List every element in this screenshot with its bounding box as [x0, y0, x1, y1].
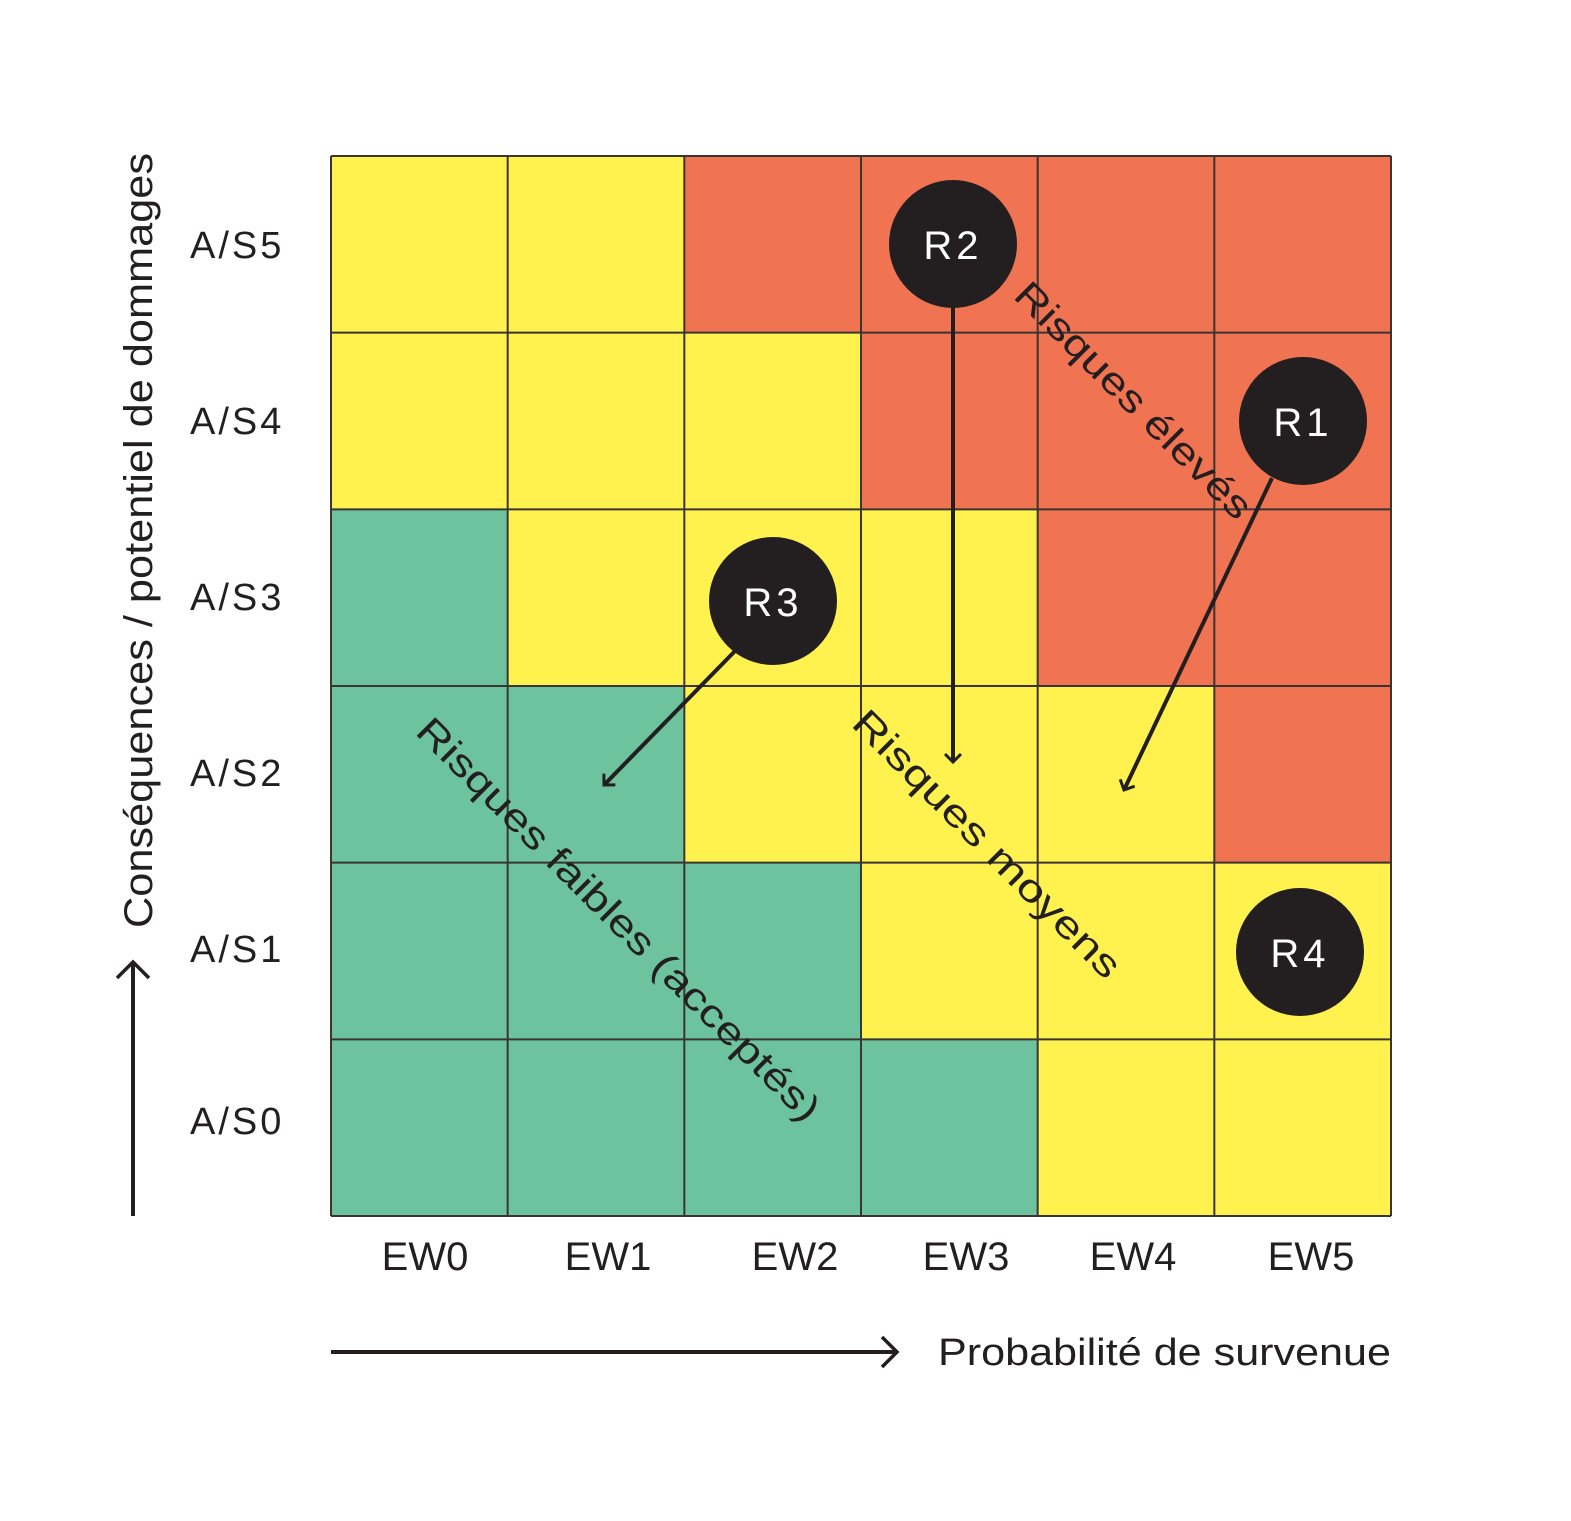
grid-cell-as3-ew5 [1214, 509, 1391, 686]
grid-cell-as4-ew3 [861, 332, 1038, 510]
r1-label: R1 [1273, 401, 1332, 445]
grid-cell-as3-ew0 [331, 509, 508, 686]
x-tick-ew0: EW0 [382, 1235, 469, 1279]
grid-cell-as1-ew4 [1037, 862, 1215, 1040]
x-tick-ew2: EW2 [752, 1235, 839, 1279]
r1-circle-icon [1239, 357, 1367, 485]
grid-cell-as4-ew4 [1037, 332, 1215, 510]
y-axis: Conséquences / potentiel de dommages [115, 153, 161, 1216]
grid-cell-as4-ew1 [507, 332, 685, 510]
grid-cell-as0-ew3 [861, 1039, 1038, 1216]
grid-cell-as5-ew5 [1214, 156, 1391, 333]
x-axis-arrow-head-icon [880, 1335, 900, 1369]
grid-cell-as4-ew2 [684, 332, 861, 510]
r4-circle-icon [1236, 888, 1364, 1016]
grid-cell-as0-ew4 [1037, 1039, 1215, 1216]
x-tick-ew3: EW3 [923, 1235, 1010, 1279]
y-tick-as3: A/S3 [190, 577, 284, 619]
risk-arrows [602, 300, 1274, 792]
grid-cell-as1-ew1 [507, 862, 685, 1040]
y-axis-title: Conséquences / potentiel de dommages [117, 153, 161, 928]
risk-marker-r1[interactable]: R1 [1239, 357, 1367, 485]
r4-label: R4 [1270, 932, 1329, 976]
y-tick-as5: A/S5 [190, 225, 284, 267]
grid-cell-as5-ew1 [507, 156, 685, 333]
y-axis-ticks: A/S5 A/S4 A/S3 A/S2 A/S1 A/S0 [190, 225, 284, 1143]
grid-cell-as2-ew3 [861, 686, 1038, 863]
grid-cell-as2-ew4 [1037, 686, 1215, 863]
x-tick-ew5: EW5 [1268, 1235, 1355, 1279]
r2-circle-icon [889, 180, 1017, 308]
grid-cell-as3-ew1 [507, 509, 685, 686]
x-tick-ew1: EW1 [565, 1235, 652, 1279]
x-axis-title: Probabilité de survenue [938, 1332, 1391, 1374]
x-tick-ew4: EW4 [1090, 1235, 1177, 1279]
y-tick-as0: A/S0 [190, 1101, 284, 1143]
grid-cell-as2-ew5 [1214, 686, 1391, 863]
r3-circle-icon [709, 537, 837, 665]
grid-cell-as3-ew3 [861, 509, 1038, 686]
y-axis-arrow-head-icon [115, 959, 151, 980]
grid-cell-as3-ew4 [1037, 509, 1215, 686]
risk-marker-r4[interactable]: R4 [1236, 888, 1364, 1016]
r3-arrow [602, 648, 738, 787]
grid-cell-as2-ew0 [331, 686, 508, 863]
y-tick-as1: A/S1 [190, 929, 284, 971]
grid-cell-as0-ew1 [507, 1039, 685, 1216]
r2-label: R2 [923, 224, 982, 268]
grid-cell-as0-ew5 [1214, 1039, 1391, 1216]
grid-cell-as1-ew3 [861, 862, 1038, 1040]
grid-cell-as5-ew0 [331, 156, 508, 333]
r1-arrow [1118, 477, 1274, 792]
risk-grid [331, 156, 1391, 1216]
grid-cell-as0-ew0 [331, 1039, 508, 1216]
risk-marker-r3[interactable]: R3 [709, 537, 837, 665]
grid-cell-as4-ew0 [331, 332, 508, 510]
y-tick-as2: A/S2 [190, 753, 284, 795]
grid-cell-as2-ew1 [507, 686, 685, 863]
grid-cell-as5-ew4 [1037, 156, 1215, 333]
x-axis-ticks: EW0 EW1 EW2 EW3 EW4 EW5 [382, 1235, 1355, 1279]
r3-label: R3 [743, 581, 802, 625]
x-axis: Probabilité de survenue [331, 1332, 1391, 1374]
grid-cell-as0-ew2 [684, 1039, 861, 1216]
grid-cell-as1-ew2 [684, 862, 861, 1040]
grid-cell-as1-ew0 [331, 862, 508, 1040]
grid-cell-as5-ew2 [684, 156, 861, 333]
y-tick-as4: A/S4 [190, 401, 284, 443]
grid-cell-as2-ew2 [684, 686, 861, 863]
grid-lines [330, 155, 1392, 1217]
risk-marker-r2[interactable]: R2 [889, 180, 1017, 308]
